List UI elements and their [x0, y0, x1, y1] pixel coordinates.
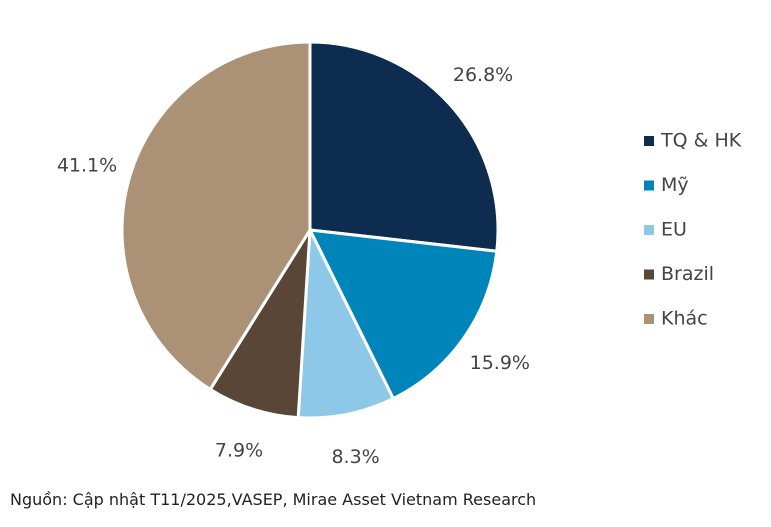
legend-label-brazil: Brazil	[661, 263, 714, 285]
legend-item-my: Mỹ	[644, 174, 689, 196]
pie-slice-khac	[120, 40, 312, 391]
pie-slice-my	[308, 228, 499, 401]
legend-label-khac: Khác	[661, 308, 708, 330]
slice-labels: 26.8% 15.9% 8.3% 7.9% 41.1%	[57, 64, 530, 468]
slice-label-my: 15.9%	[470, 352, 530, 374]
slice-label-khac: 41.1%	[57, 154, 117, 176]
pie-slice-tq-hk	[308, 40, 500, 253]
legend-swatch-tq-hk	[644, 136, 654, 146]
chart-legend: TQ & HK Mỹ EU Brazil Khác	[644, 130, 742, 330]
legend-swatch-my	[644, 180, 654, 191]
legend-swatch-khac	[644, 314, 654, 324]
legend-item-eu: EU	[644, 219, 687, 241]
source-note: Nguồn: Cập nhật T11/2025,VASEP, Mirae As…	[10, 490, 537, 509]
slice-label-brazil: 7.9%	[215, 439, 263, 461]
legend-item-tq-hk: TQ & HK	[644, 130, 742, 152]
legend-swatch-brazil	[644, 269, 654, 280]
legend-label-tq-hk: TQ & HK	[660, 130, 742, 152]
pie-slice-brazil	[208, 228, 312, 420]
legend-item-brazil: Brazil	[644, 263, 714, 285]
pie-slices	[120, 40, 500, 420]
slice-label-eu: 8.3%	[331, 446, 379, 468]
legend-item-khac: Khác	[644, 308, 708, 330]
legend-label-my: Mỹ	[661, 174, 689, 196]
legend-label-eu: EU	[661, 219, 687, 241]
pie-slice-eu	[296, 228, 395, 420]
legend-swatch-eu	[644, 225, 654, 235]
slice-label-tq-hk: 26.8%	[453, 64, 513, 86]
